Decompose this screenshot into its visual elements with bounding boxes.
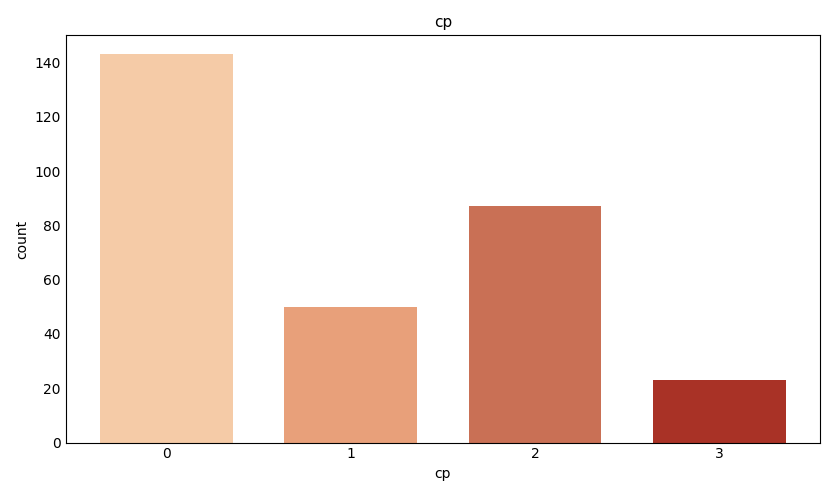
Bar [285,307,418,442]
Bar [653,380,786,442]
Y-axis label: count: count [15,219,29,258]
Bar [100,55,233,442]
Bar [468,206,601,442]
X-axis label: cp: cp [435,467,451,481]
Title: cp: cp [433,15,452,30]
